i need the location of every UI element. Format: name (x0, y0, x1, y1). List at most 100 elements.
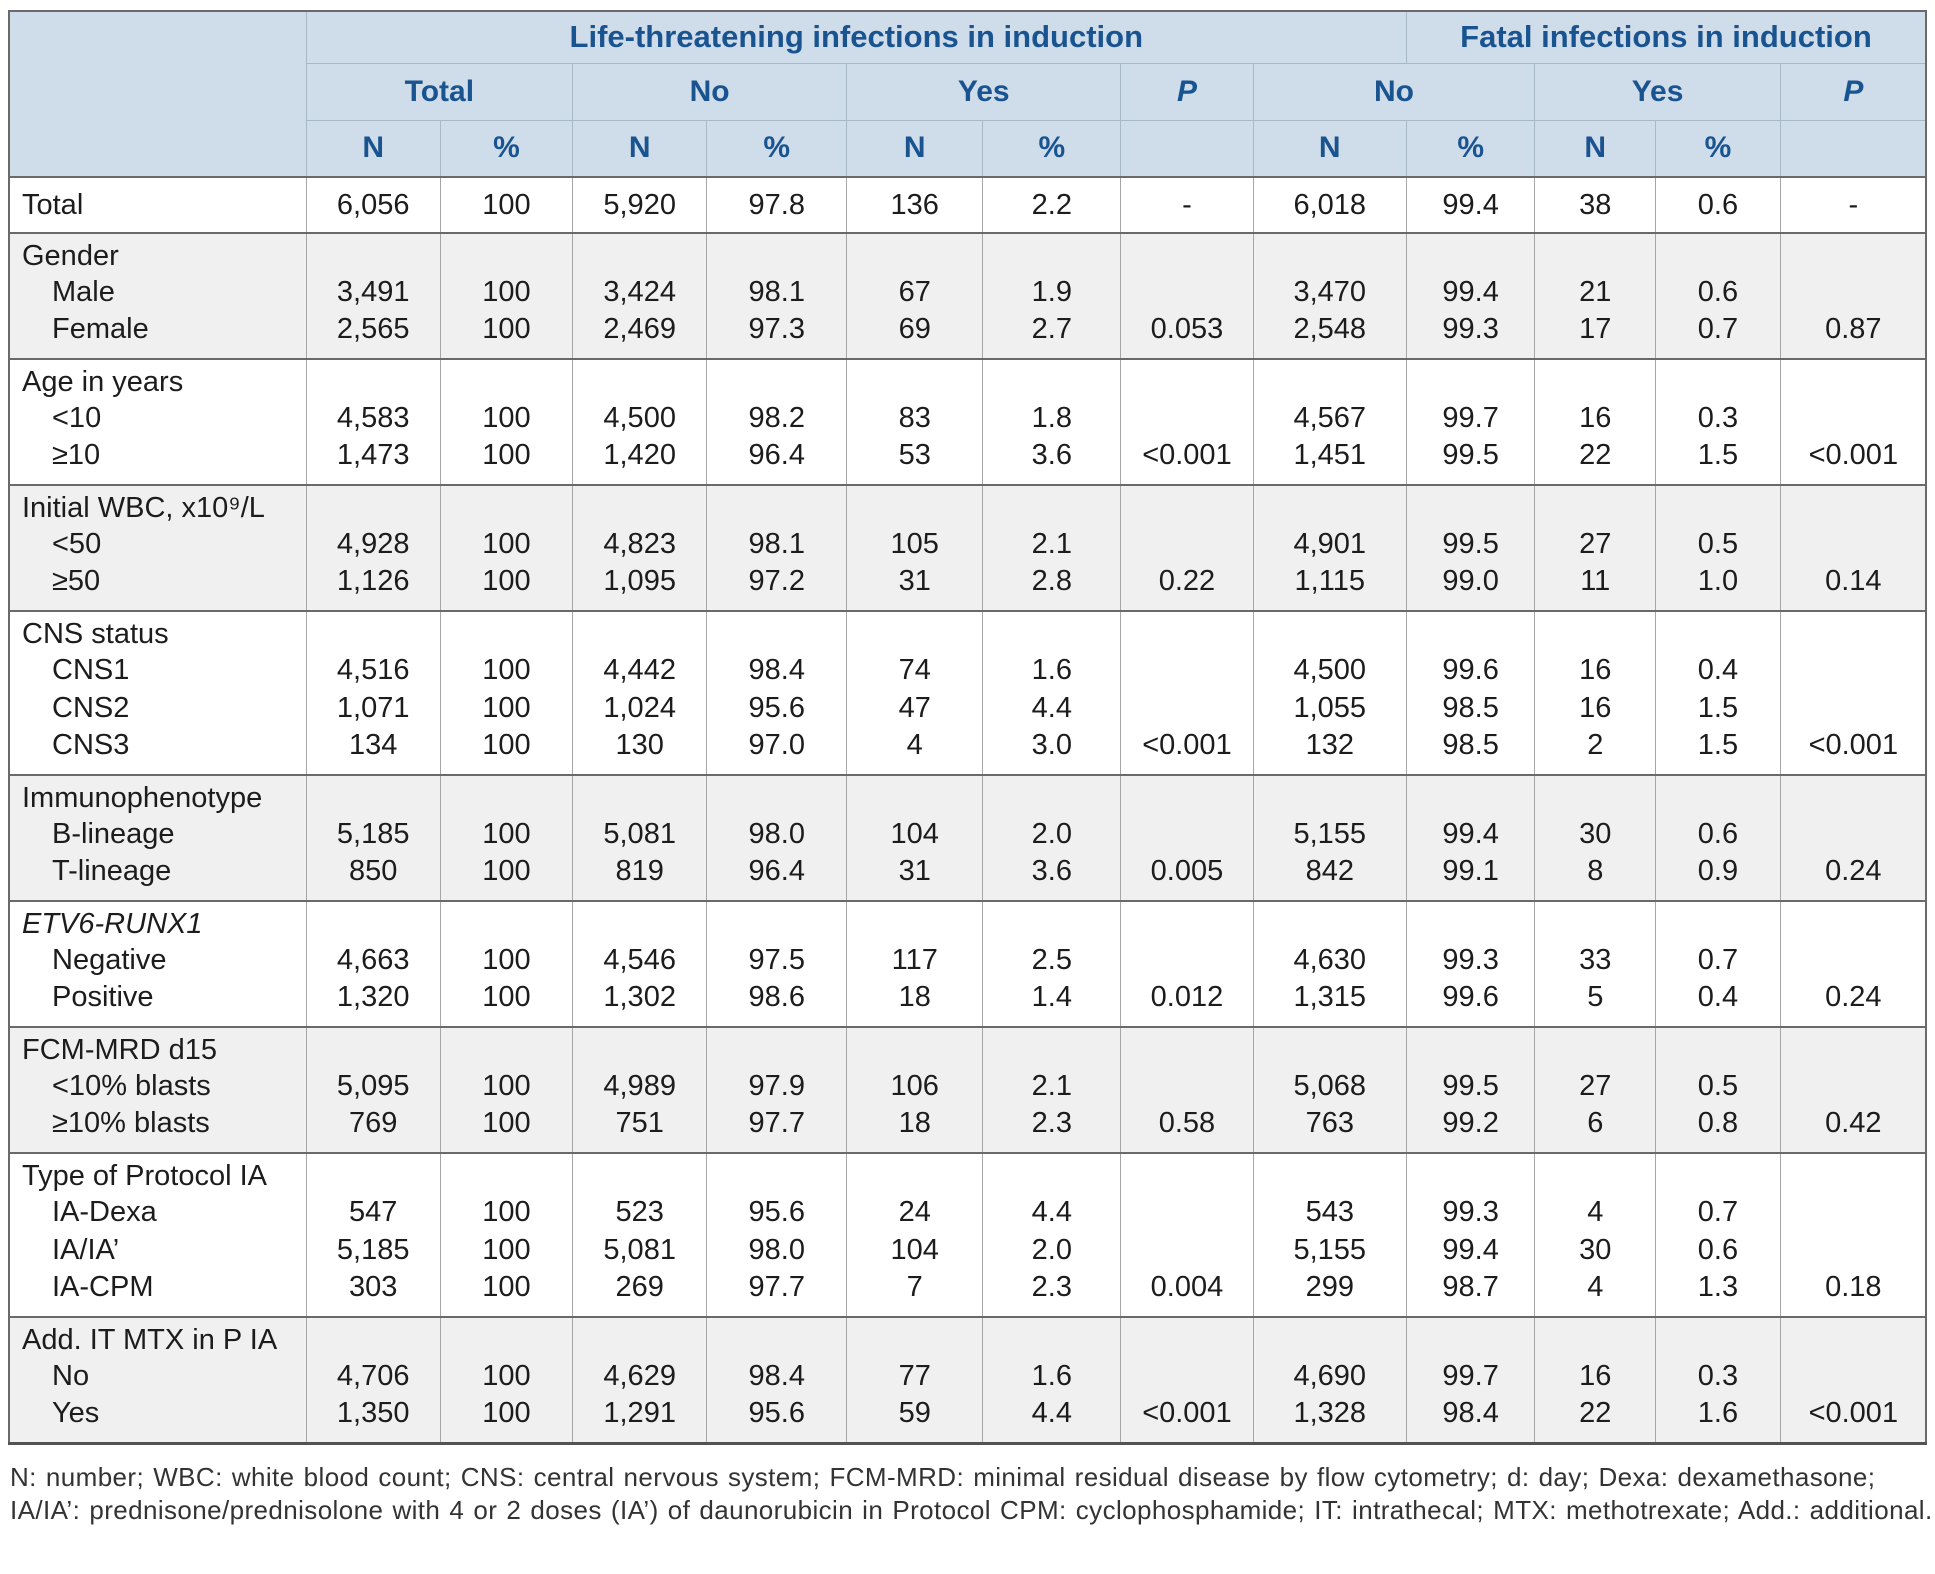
data-cell: 1.6 (982, 1357, 1121, 1395)
page: Life-threatening infections in induction… (8, 10, 1933, 1526)
data-cell: 2,548 (1252, 311, 1407, 359)
empty-cell (982, 901, 1121, 941)
data-cell: 0.6 (1655, 815, 1781, 853)
data-cell: 4,928 (305, 525, 441, 563)
footnote: N: number; WBC: white blood count; CNS: … (10, 1461, 1933, 1526)
subheader-no: No (572, 63, 847, 121)
data-cell (1779, 273, 1926, 311)
empty-cell (982, 775, 1121, 815)
table-row: CNS2 1,071 100 1,024 95.6 47 4.4 1,055 98.5 16 1.5 (8, 689, 1926, 727)
data-cell (1779, 1067, 1926, 1105)
data-cell: 24 (846, 1193, 983, 1231)
table-row: IA-Dexa 547 100 523 95.6 24 4.4 543 99.3 4 0.7 (8, 1193, 1926, 1231)
empty-cell (1120, 359, 1254, 399)
section-title-row: Type of Protocol IA (8, 1153, 1926, 1193)
table-row: Yes 1,350 100 1,291 95.6 59 4.4 <0.001 1,328 98.4… (8, 1395, 1926, 1443)
table-row: Positive 1,320 100 1,302 98.6 18 1.4 0.012 1,315… (8, 979, 1926, 1027)
data-cell: 99.6 (1405, 651, 1535, 689)
data-cell: 4 (846, 727, 983, 775)
data-cell: 0.7 (1655, 941, 1781, 979)
section-etv6-runx1: ETV6-RUNX1 Negative 4,663 100 4,546 97.5 117 2.… (8, 901, 1926, 1027)
data-cell: 74 (846, 651, 983, 689)
empty-cell (572, 233, 707, 273)
empty-cell (305, 485, 441, 525)
empty-cell (982, 1317, 1121, 1357)
data-cell (1779, 1193, 1926, 1231)
row-label: Total (8, 177, 307, 233)
data-cell: 4,500 (572, 399, 707, 437)
data-cell: 100 (439, 651, 573, 689)
empty-cell (982, 233, 1121, 273)
data-cell: 100 (439, 1357, 573, 1395)
empty-cell (1120, 901, 1254, 941)
empty-cell (1120, 611, 1254, 651)
data-cell: 104 (846, 815, 983, 853)
empty-cell (439, 611, 573, 651)
data-cell: 99.4 (1405, 273, 1535, 311)
data-cell: 21 (1534, 273, 1656, 311)
data-cell: 303 (305, 1269, 441, 1317)
data-cell: 98.4 (706, 1357, 847, 1395)
row-label: CNS3 (8, 727, 307, 775)
data-cell: 33 (1534, 941, 1656, 979)
data-cell: <0.001 (1120, 1395, 1254, 1443)
empty-cell (1779, 775, 1926, 815)
empty-cell (982, 1153, 1121, 1193)
data-cell: 6,056 (305, 177, 441, 233)
data-cell: 99.3 (1405, 311, 1535, 359)
data-cell: 0.4 (1655, 651, 1781, 689)
data-cell: 18 (846, 979, 983, 1027)
row-label: Yes (8, 1395, 307, 1443)
subheader-total: Total (305, 63, 573, 121)
empty-cell (846, 485, 983, 525)
data-cell: 4,690 (1252, 1357, 1407, 1395)
empty-cell (572, 485, 707, 525)
empty-cell (1534, 775, 1656, 815)
data-cell: 99.3 (1405, 941, 1535, 979)
data-cell: 97.7 (706, 1269, 847, 1317)
empty-cell (846, 233, 983, 273)
data-cell: 1,291 (572, 1395, 707, 1443)
data-cell: 0.5 (1655, 1067, 1781, 1105)
data-cell: 16 (1534, 1357, 1656, 1395)
data-cell: 1,451 (1252, 437, 1407, 485)
data-cell (1779, 1231, 1926, 1269)
data-cell: 7 (846, 1269, 983, 1317)
data-cell (1779, 689, 1926, 727)
data-cell: 4.4 (982, 1395, 1121, 1443)
empty-cell (439, 1027, 573, 1067)
data-cell: 100 (439, 437, 573, 485)
section-type-of-protocol-ia: Type of Protocol IA IA-Dexa 547 100 523 95.6 2… (8, 1153, 1926, 1317)
data-cell: 38 (1534, 177, 1656, 233)
data-cell: 751 (572, 1105, 707, 1153)
data-cell: 1.5 (1655, 689, 1781, 727)
empty-cell (305, 611, 441, 651)
data-cell: 100 (439, 1231, 573, 1269)
empty-cell (706, 1027, 847, 1067)
data-cell: 97.2 (706, 563, 847, 611)
empty-cell (1120, 233, 1254, 273)
empty-cell (706, 1153, 847, 1193)
section-title: FCM-MRD d15 (8, 1027, 307, 1067)
data-cell: 98.0 (706, 1231, 847, 1269)
data-cell: 1,328 (1252, 1395, 1407, 1443)
data-cell: 99.7 (1405, 1357, 1535, 1395)
data-cell: 4 (1534, 1269, 1656, 1317)
data-cell: 31 (846, 563, 983, 611)
data-cell: 5,155 (1252, 815, 1407, 853)
data-cell (1120, 1231, 1254, 1269)
col-header-empty (1779, 120, 1926, 178)
data-cell: 59 (846, 1395, 983, 1443)
empty-cell (846, 359, 983, 399)
data-cell: 1.3 (1655, 1269, 1781, 1317)
data-cell: 100 (439, 311, 573, 359)
data-cell: 53 (846, 437, 983, 485)
empty-cell (1252, 611, 1407, 651)
data-cell: 100 (439, 689, 573, 727)
data-cell (1779, 525, 1926, 563)
empty-cell (439, 485, 573, 525)
data-cell: 11 (1534, 563, 1656, 611)
empty-cell (1405, 1153, 1535, 1193)
empty-cell (1534, 1027, 1656, 1067)
data-cell: 4,630 (1252, 941, 1407, 979)
